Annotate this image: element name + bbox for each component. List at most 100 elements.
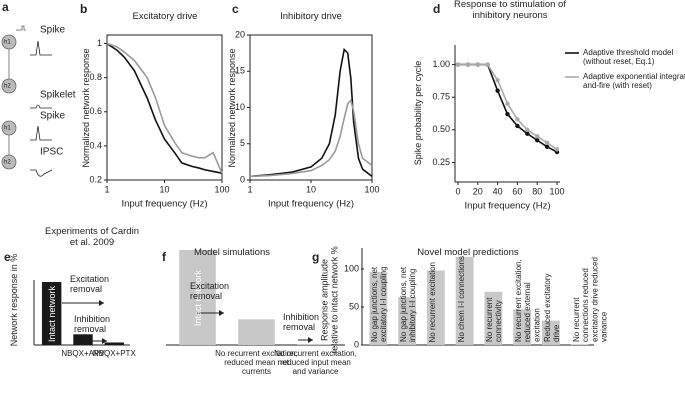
series-line — [106, 42, 223, 174]
category-label: Reduced excitatory drive — [542, 273, 562, 342]
bar — [104, 342, 125, 345]
panel-letter: g — [312, 250, 319, 264]
series-line — [106, 42, 223, 174]
y-tick-label: 100 — [344, 263, 359, 273]
category-label: No chem I-I connections — [456, 255, 466, 342]
point — [554, 147, 560, 152]
bar — [455, 256, 474, 345]
neuron-label: h1 — [4, 126, 11, 132]
panel-letter: a — [2, 0, 9, 14]
neuron-label: h1 — [4, 40, 11, 46]
panel-letter: f — [162, 250, 167, 264]
y-tick-label: 0.25 — [432, 157, 450, 167]
x-tick-label: 100 — [214, 184, 229, 194]
y-tick-label: 0.50 — [432, 124, 450, 134]
panel-title: Inhibitory drive — [280, 11, 342, 22]
x-axis-label: Input frequency (Hz) — [268, 199, 354, 210]
panel-letter: e — [4, 250, 11, 264]
category-label: No recurrent excitation, reduced externa… — [514, 259, 542, 342]
category-label: NBQX+APV — [61, 349, 105, 358]
panel-title: Experiments of Cardin et al. 2009 — [45, 226, 139, 248]
bar — [41, 282, 62, 345]
panel-title: Model simulations — [193, 247, 271, 258]
point — [465, 62, 471, 67]
bar — [297, 344, 334, 345]
y-axis-label: Normalized network response — [80, 48, 91, 168]
point — [535, 138, 540, 143]
bar — [238, 319, 275, 345]
category-label: No gap junctions, net excitatory I-I cou… — [370, 266, 389, 342]
y-tick-label: 0.2 — [89, 174, 102, 184]
neuron-label: h2 — [4, 84, 11, 90]
x-axis-label: Input frequency (Hz) — [121, 199, 207, 210]
neuron-schematic — [1, 25, 53, 177]
neuron-label: h2 — [4, 160, 11, 166]
point — [525, 127, 530, 133]
point — [495, 78, 500, 83]
trace-label: Spike — [40, 25, 65, 36]
y-tick-label: 0.8 — [89, 72, 102, 82]
bar — [73, 334, 93, 345]
x-tick-label: 1 — [104, 184, 109, 194]
x-tick-label: 20 — [473, 186, 483, 196]
y-tick-label: 0.4 — [89, 140, 102, 150]
point — [544, 140, 550, 146]
arrow-head — [99, 300, 104, 306]
annotation: Inhibition removal — [74, 314, 111, 335]
y-tick-label: 1.00 — [432, 59, 450, 69]
bar — [179, 250, 216, 345]
trace-label: Spikelet — [40, 90, 76, 101]
series-line — [457, 63, 558, 151]
bar — [484, 291, 503, 345]
category-label: No recurrent connections reduced excitat… — [571, 257, 609, 342]
x-tick-label: 0 — [455, 186, 460, 196]
point — [485, 62, 490, 67]
y-tick-label: 0.6 — [89, 106, 102, 116]
point — [455, 62, 461, 67]
panel-title: Excitatory drive — [132, 11, 198, 22]
x-tick-label: 100 — [550, 186, 565, 196]
x-tick-label: 60 — [512, 186, 522, 196]
point — [475, 62, 480, 67]
arrow-head — [308, 337, 313, 343]
y-tick-label: 10 — [235, 102, 245, 112]
y-tick-label: 0 — [240, 174, 245, 184]
y-axis-label: Normalized network response — [226, 48, 237, 168]
point — [495, 88, 500, 93]
point — [505, 101, 510, 106]
bar-label: Intact network — [46, 285, 57, 342]
panel-letter: b — [80, 2, 87, 16]
point — [525, 131, 530, 136]
x-tick-label: 100 — [364, 184, 379, 194]
x-tick-label: 10 — [306, 184, 316, 194]
bar — [398, 297, 417, 345]
series-line — [249, 47, 373, 178]
trace-label: IPSC — [40, 147, 63, 158]
panel-letter: d — [433, 2, 440, 16]
annotation: Excitation removal — [190, 281, 230, 302]
category-label: No recurrent excitation, reduced mean ne… — [215, 349, 298, 377]
y-axis-label: Network response in % — [8, 253, 19, 347]
y-tick-label: 5 — [240, 138, 245, 148]
x-tick-label: 1 — [247, 184, 252, 194]
y-tick-label: 0.75 — [432, 92, 450, 102]
legend-label: Adaptive threshold model (without reset,… — [583, 48, 674, 67]
x-tick-label: 80 — [532, 186, 542, 196]
plot-frame — [249, 34, 373, 181]
trace-label: Spike — [40, 111, 65, 122]
y-tick-label: 0 — [354, 339, 359, 349]
point — [515, 123, 520, 129]
x-tick-label: 10 — [159, 184, 169, 194]
y-tick-label: 15 — [235, 66, 245, 76]
y-tick-label: 1 — [97, 38, 102, 48]
annotation: Excitation removal — [70, 274, 110, 295]
bar — [541, 320, 560, 345]
bar — [570, 344, 589, 345]
y-axis-label: Spike probability per cycle — [412, 60, 423, 166]
point — [515, 117, 520, 122]
category-label: NBQX+PTX — [92, 349, 136, 358]
point — [544, 144, 550, 149]
x-axis-label: Input frequency (Hz) — [464, 201, 550, 212]
